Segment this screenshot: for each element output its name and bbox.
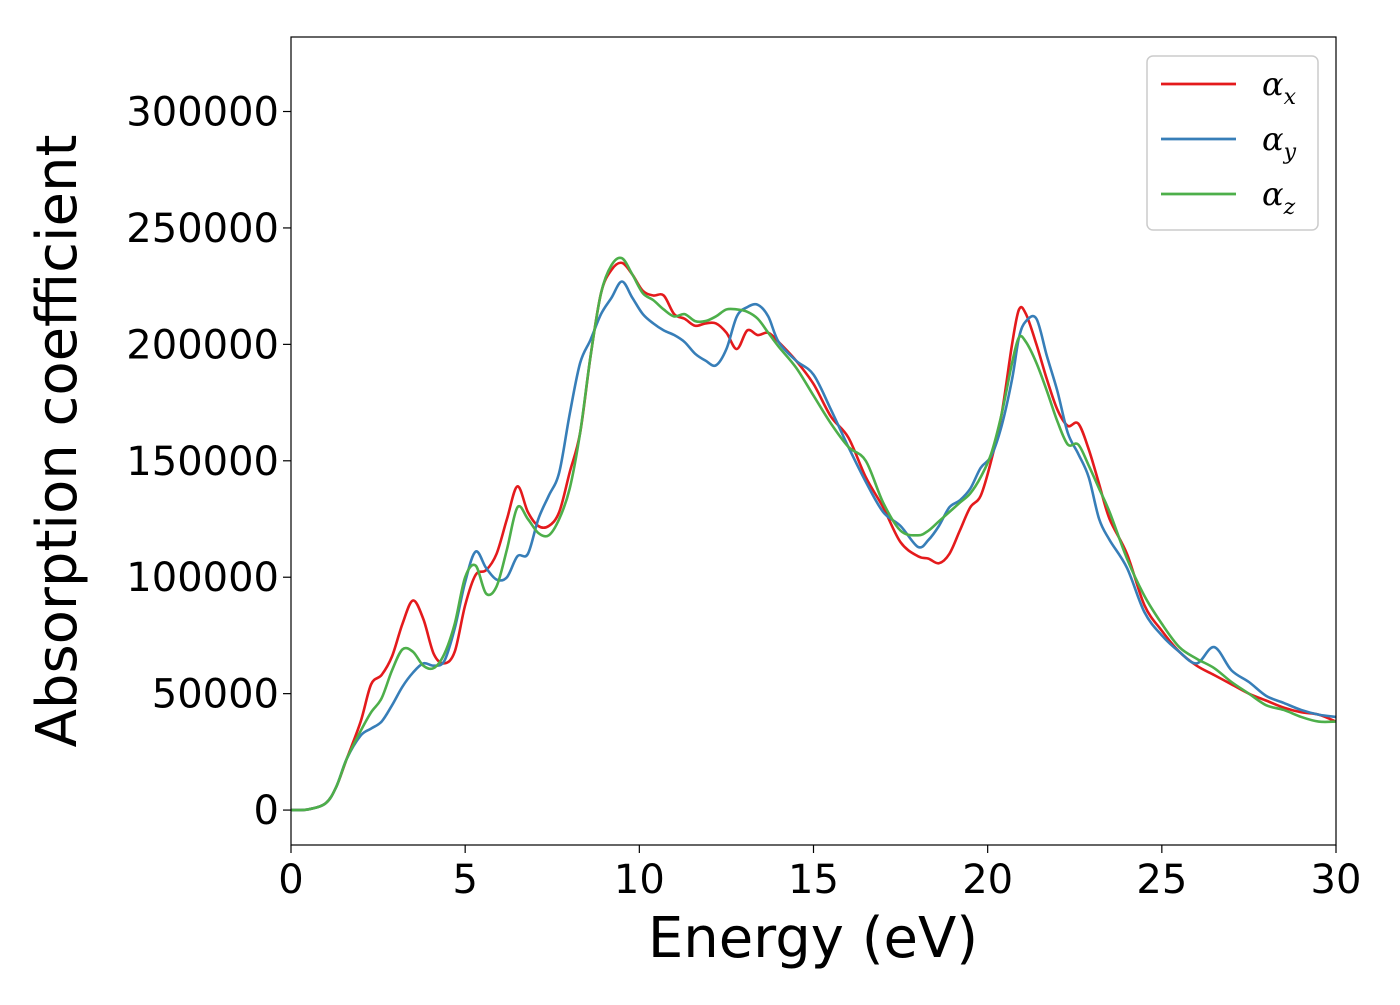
x-tick-label: 30 [1311,857,1362,903]
y-tick-label: 250000 [126,206,279,252]
x-tick-label: 25 [1136,857,1187,903]
y-tick-label: 0 [254,788,279,834]
series-line-x [291,261,1336,812]
y-tick-label: 200000 [126,322,279,368]
x-tick-label: 15 [788,857,839,903]
x-tick-label: 0 [278,857,303,903]
y-axis: 0 50000 100000 150000 200000 250000 300000 [126,90,291,834]
legend: αx αy αz [1146,55,1319,231]
series-layer [291,256,1336,812]
series-line-y [291,280,1336,812]
legend-label-y: αy [1262,120,1297,165]
legend-box [1146,55,1319,231]
x-tick-label: 20 [962,857,1013,903]
series-line-z [291,256,1336,812]
x-axis-title: Energy (eV) [648,906,978,971]
legend-items: αx αy αz [1161,65,1297,220]
x-axis: 0 5 10 15 20 25 30 [278,845,1361,903]
legend-label-z: αz [1262,175,1296,220]
x-tick-label: 5 [452,857,477,903]
x-tick-label: 10 [614,857,665,903]
y-tick-label: 150000 [126,439,279,485]
y-tick-label: 100000 [126,555,279,601]
legend-label-x: αx [1262,65,1297,110]
y-tick-label: 300000 [126,90,279,136]
y-axis-title: Absorption coefficient [25,135,90,748]
y-tick-label: 50000 [152,672,279,718]
